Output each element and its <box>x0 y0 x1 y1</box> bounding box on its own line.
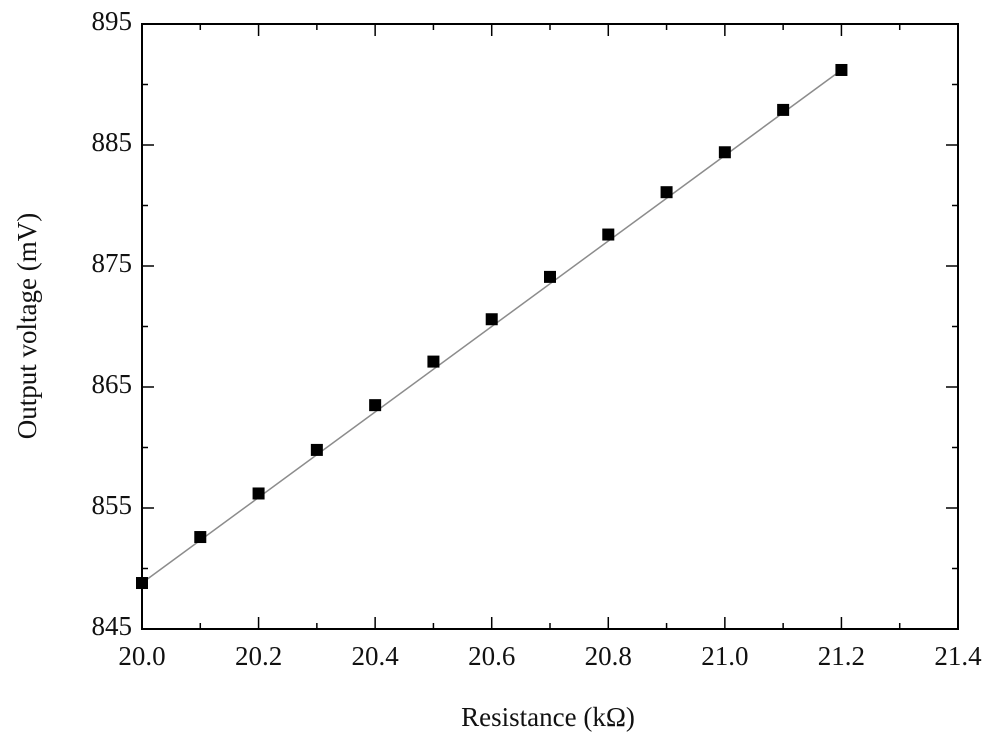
data-point <box>544 270 556 283</box>
x-tick-label: 21.4 <box>934 641 982 671</box>
data-point <box>777 103 790 116</box>
y-tick-label: 845 <box>92 611 133 641</box>
data-point <box>369 399 382 412</box>
data-point <box>136 577 148 590</box>
data-point <box>660 186 673 199</box>
data-point <box>485 313 498 326</box>
x-tick-label: 20.6 <box>468 641 515 671</box>
fit-line <box>141 69 842 584</box>
y-tick-label: 865 <box>92 369 133 399</box>
data-point <box>602 228 615 241</box>
data-point <box>310 443 323 456</box>
plot-frame <box>141 23 959 630</box>
y-tick-label: 855 <box>92 490 133 520</box>
y-tick-label: 875 <box>92 248 133 278</box>
y-axis-label: Output voltage (mV) <box>12 213 42 439</box>
x-tick-label: 21.0 <box>701 641 748 671</box>
data-point <box>718 146 731 159</box>
y-tick-label: 895 <box>92 6 133 36</box>
x-tick-label: 20.2 <box>235 641 282 671</box>
data-point <box>252 487 265 500</box>
data-point <box>194 531 207 544</box>
data-point <box>427 355 440 368</box>
x-tick-label: 20.0 <box>118 641 165 671</box>
data-point <box>835 63 848 76</box>
x-axis-label: Resistance (kΩ) <box>461 702 635 732</box>
x-tick-label: 21.2 <box>818 641 865 671</box>
y-tick-label: 885 <box>92 127 133 157</box>
x-tick-label: 20.8 <box>585 641 632 671</box>
x-tick-label: 20.4 <box>352 641 400 671</box>
